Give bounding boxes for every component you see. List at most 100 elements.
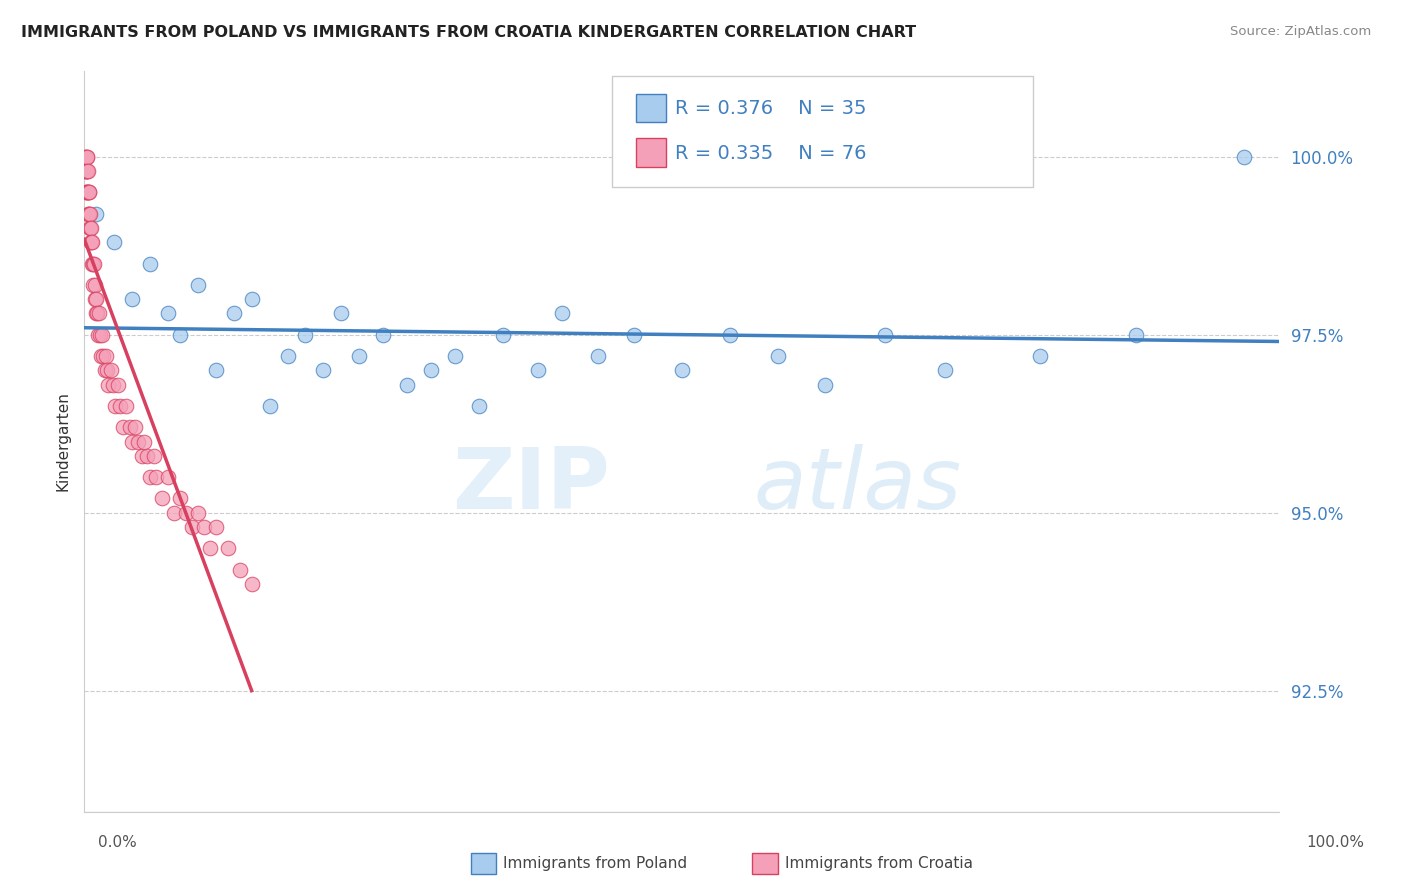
Point: [1125, 327, 1147, 342]
Point: [77, 186, 100, 200]
Point: [718, 327, 741, 342]
Point: [193, 520, 215, 534]
Point: [75, 186, 97, 200]
Point: [240, 292, 263, 306]
Point: [139, 256, 162, 270]
Point: [79, 207, 101, 221]
Point: [75, 150, 97, 164]
Y-axis label: Kindergarten: Kindergarten: [55, 392, 70, 491]
Point: [73, 150, 96, 164]
Point: [76, 150, 98, 164]
Point: [766, 349, 789, 363]
Text: Source: ZipAtlas.com: Source: ZipAtlas.com: [1230, 25, 1371, 38]
Point: [623, 327, 645, 342]
Point: [150, 491, 173, 506]
Point: [86, 292, 108, 306]
Point: [205, 520, 228, 534]
Text: R = 0.376    N = 35: R = 0.376 N = 35: [675, 99, 866, 119]
Point: [330, 306, 353, 320]
Point: [187, 506, 209, 520]
Point: [420, 363, 443, 377]
Point: [86, 306, 108, 320]
Point: [82, 256, 104, 270]
Point: [77, 186, 100, 200]
Point: [814, 377, 837, 392]
Point: [84, 306, 107, 320]
Point: [75, 186, 97, 200]
Point: [75, 164, 97, 178]
Point: [77, 164, 100, 178]
Point: [551, 306, 574, 320]
Point: [75, 164, 97, 178]
Point: [76, 164, 98, 178]
Point: [76, 150, 98, 164]
Point: [671, 363, 693, 377]
Point: [131, 449, 153, 463]
Point: [89, 327, 111, 342]
Point: [103, 235, 125, 250]
Point: [79, 221, 101, 235]
Point: [77, 207, 100, 221]
Point: [82, 235, 104, 250]
Text: IMMIGRANTS FROM POLAND VS IMMIGRANTS FROM CROATIA KINDERGARTEN CORRELATION CHART: IMMIGRANTS FROM POLAND VS IMMIGRANTS FRO…: [21, 25, 917, 40]
Point: [444, 349, 467, 363]
Point: [83, 256, 105, 270]
Point: [169, 327, 191, 342]
Point: [86, 207, 108, 221]
Point: [104, 399, 127, 413]
Point: [181, 520, 204, 534]
Point: [139, 470, 162, 484]
Text: Immigrants from Poland: Immigrants from Poland: [503, 856, 688, 871]
Point: [312, 363, 335, 377]
Point: [240, 577, 263, 591]
Point: [349, 349, 371, 363]
Text: R = 0.335    N = 76: R = 0.335 N = 76: [675, 144, 866, 163]
Point: [259, 399, 281, 413]
Point: [100, 363, 122, 377]
Point: [118, 420, 141, 434]
Point: [76, 186, 98, 200]
Point: [187, 277, 209, 292]
Point: [875, 327, 897, 342]
Point: [169, 491, 191, 506]
Point: [222, 306, 245, 320]
Point: [110, 399, 132, 413]
Point: [80, 256, 103, 270]
Point: [124, 420, 146, 434]
Point: [142, 449, 165, 463]
Point: [111, 420, 134, 434]
Point: [83, 277, 105, 292]
Point: [107, 377, 129, 392]
Point: [277, 349, 299, 363]
Point: [80, 235, 103, 250]
Point: [97, 377, 120, 392]
Point: [198, 541, 221, 556]
Point: [79, 207, 101, 221]
Point: [76, 186, 98, 200]
Point: [77, 207, 100, 221]
Point: [93, 349, 115, 363]
Point: [1029, 349, 1052, 363]
Point: [132, 434, 156, 449]
Point: [86, 327, 108, 342]
Point: [75, 164, 97, 178]
Point: [468, 399, 491, 413]
Point: [1233, 150, 1256, 164]
Point: [77, 186, 100, 200]
Text: atlas: atlas: [754, 444, 962, 527]
Text: ZIP: ZIP: [453, 444, 610, 527]
Point: [135, 449, 157, 463]
Point: [84, 292, 107, 306]
Point: [229, 563, 252, 577]
Text: 0.0%: 0.0%: [98, 836, 138, 850]
Point: [121, 434, 143, 449]
Point: [294, 327, 316, 342]
Point: [217, 541, 239, 556]
Point: [205, 363, 228, 377]
Point: [157, 306, 180, 320]
Point: [76, 164, 98, 178]
Text: 100.0%: 100.0%: [1306, 836, 1364, 850]
Point: [492, 327, 515, 342]
Point: [588, 349, 610, 363]
Point: [87, 306, 110, 320]
